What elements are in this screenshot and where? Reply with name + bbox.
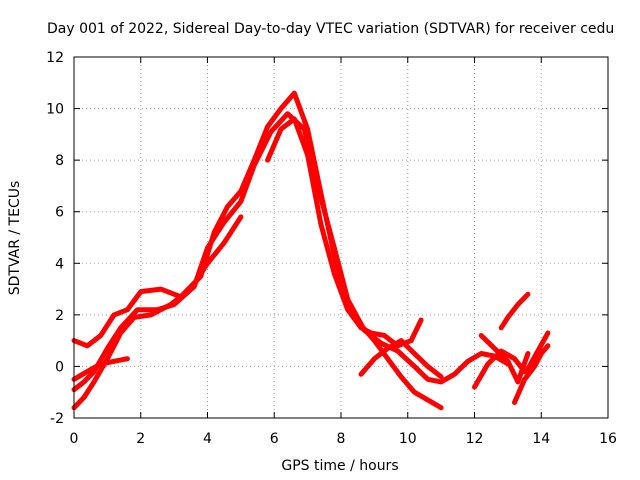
- series-sat-j: [525, 330, 551, 372]
- x-tick-label: 2: [136, 431, 145, 447]
- series-sat-e: [265, 116, 424, 349]
- x-tick-label: 0: [70, 431, 79, 447]
- y-tick-label: 6: [55, 205, 64, 221]
- x-tick-label: 16: [599, 431, 617, 447]
- x-tick-label: 10: [399, 431, 417, 447]
- series-sat-i: [498, 291, 531, 331]
- y-tick-label: 0: [55, 359, 64, 375]
- series-sat-k: [512, 343, 551, 405]
- series-sat-g: [472, 348, 528, 390]
- series-sat-b: [71, 111, 511, 393]
- y-tick-label: 2: [55, 308, 64, 324]
- y-tick-label: 4: [55, 256, 64, 272]
- x-axis-label: GPS time / hours: [281, 458, 398, 474]
- x-tick-label: 12: [466, 431, 484, 447]
- series-group: [71, 90, 551, 411]
- grid: [74, 57, 608, 418]
- chart-title: Day 001 of 2022, Sidereal Day-to-day VTE…: [47, 21, 614, 37]
- y-tick-label: 8: [55, 153, 64, 169]
- y-tick-label: 12: [46, 50, 64, 66]
- y-tick-label: 10: [46, 102, 64, 118]
- series-sat-c: [71, 214, 244, 411]
- y-tick-label: -2: [50, 411, 64, 427]
- x-tick-label: 6: [270, 431, 279, 447]
- x-tick-label: 14: [532, 431, 550, 447]
- y-axis-label: SDTVAR / TECUs: [7, 181, 23, 296]
- axis-ticks: 0 2 4 6 8 10 12 14 16 -2 0 2 4 6 8 10 12: [46, 50, 617, 447]
- x-tick-label: 8: [337, 431, 346, 447]
- series-sat-h: [478, 333, 531, 385]
- x-tick-label: 4: [203, 431, 212, 447]
- series-sat-f: [358, 338, 444, 380]
- series-sat-d: [71, 356, 130, 382]
